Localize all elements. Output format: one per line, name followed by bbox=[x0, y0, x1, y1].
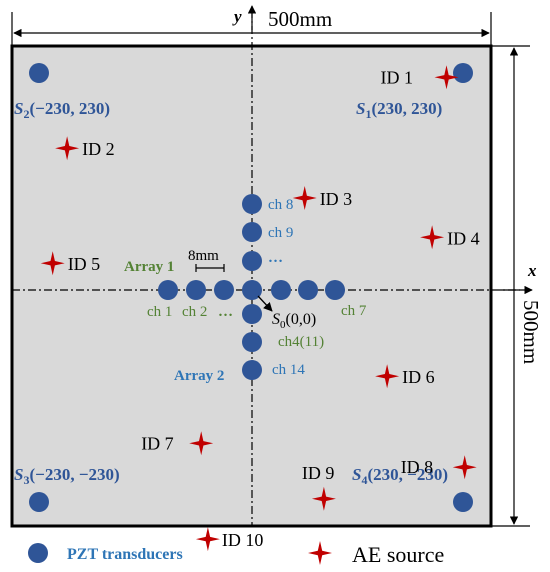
ae-source-mark bbox=[292, 186, 317, 210]
ae-source-label: ID 2 bbox=[82, 139, 115, 159]
array2-sensor bbox=[242, 304, 262, 324]
sensor-s3-label: S3(−230, −230) bbox=[14, 465, 120, 487]
ae-source-mark bbox=[311, 486, 336, 511]
array1-sensor bbox=[325, 280, 345, 300]
ae-source-mark bbox=[375, 364, 400, 389]
top-dimension-label: 500mm bbox=[268, 7, 332, 31]
legend-transducer-label: PZT transducers bbox=[67, 546, 183, 563]
ae-source-label: ID 6 bbox=[402, 367, 435, 387]
ae-source-mark bbox=[195, 527, 220, 552]
ch1-label: ch 1 bbox=[147, 304, 172, 320]
ch7-label: ch 7 bbox=[341, 303, 367, 319]
ch-dots-vertical: … bbox=[268, 250, 283, 266]
ae-source-mark bbox=[420, 225, 445, 250]
array1-sensor bbox=[158, 280, 178, 300]
right-dimension-label: 500mm bbox=[519, 300, 543, 364]
origin-arrow bbox=[257, 295, 273, 312]
sensor-s2-dot bbox=[29, 63, 49, 83]
ch14-label: ch 14 bbox=[272, 362, 305, 378]
legend-transducer-icon bbox=[28, 543, 48, 563]
array2-label: Array 2 bbox=[174, 368, 224, 384]
ch2-label: ch 2 bbox=[182, 304, 207, 320]
ae-source-label: ID 7 bbox=[141, 433, 174, 453]
ae-source-mark bbox=[434, 65, 459, 90]
array2-sensor bbox=[242, 360, 262, 380]
sensor-s2-label: S2(−230, 230) bbox=[14, 99, 110, 121]
ae-source-label: ID 3 bbox=[320, 189, 353, 209]
legend-source-icon bbox=[308, 541, 332, 565]
ch8-label: ch 8 bbox=[268, 197, 293, 213]
origin-label: S0(0,0) bbox=[272, 311, 316, 331]
ae-source-label: ID 4 bbox=[447, 228, 480, 248]
x-axis-label: x bbox=[527, 261, 537, 280]
sensor-s1-label: S1(230, 230) bbox=[356, 99, 442, 121]
array-center-sensor bbox=[242, 280, 262, 300]
array1-sensor bbox=[271, 280, 291, 300]
ae-source-label: ID 8 bbox=[401, 457, 434, 477]
ch4-label: ch4(11) bbox=[278, 334, 324, 350]
array1-sensor bbox=[298, 280, 318, 300]
array-2 bbox=[242, 194, 262, 380]
sensor-s4-label: S4(230, −230) bbox=[352, 465, 448, 487]
ae-source-label: ID 1 bbox=[381, 67, 414, 87]
ae-source-mark bbox=[452, 455, 477, 480]
sensor-s3-dot bbox=[29, 492, 49, 512]
ae-source-label: ID 10 bbox=[222, 530, 264, 550]
array1-sensor bbox=[214, 280, 234, 300]
ae-sources: ID 1 ID 2 ID 3 ID 4 ID 5 ID 6 ID 7 ID 8 ID 9 ID 1… bbox=[40, 65, 480, 552]
array1-label: Array 1 bbox=[124, 259, 174, 275]
ae-source-mark bbox=[40, 251, 65, 276]
array-1 bbox=[158, 280, 345, 300]
ch9-label: ch 9 bbox=[268, 225, 293, 241]
ae-source-mark bbox=[55, 136, 80, 161]
ae-source-label: ID 5 bbox=[68, 254, 101, 274]
ch-dots-horizontal: … bbox=[218, 304, 233, 320]
array1-sensor bbox=[186, 280, 206, 300]
sensor-s1-dot bbox=[453, 63, 473, 83]
sensor-s4-dot bbox=[453, 492, 473, 512]
array2-sensor bbox=[242, 251, 262, 271]
ae-source-label: ID 9 bbox=[302, 463, 335, 483]
spacing-bracket bbox=[195, 264, 225, 272]
array2-sensor bbox=[242, 222, 262, 242]
ae-source-mark bbox=[189, 431, 214, 456]
legend-source-label: AE source bbox=[352, 542, 444, 567]
y-axis-label: y bbox=[232, 7, 242, 26]
spacing-label: 8mm bbox=[188, 248, 219, 264]
array2-sensor bbox=[242, 194, 262, 214]
array2-sensor bbox=[242, 332, 262, 352]
